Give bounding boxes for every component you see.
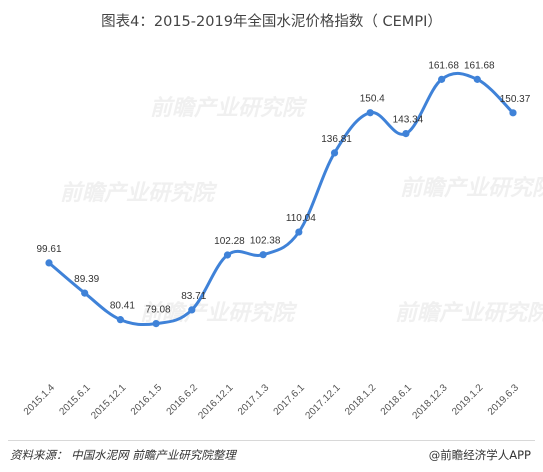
footer-divider (8, 440, 535, 441)
data-point (81, 289, 89, 297)
x-tick-label: 2018.12.3 (410, 382, 450, 422)
data-point (509, 109, 517, 117)
data-label: 99.61 (36, 244, 61, 255)
data-point (188, 306, 196, 314)
data-label: 150.4 (360, 94, 385, 105)
brand-label: @前瞻经济学人APP (428, 448, 531, 462)
x-tick-label: 2017.12.1 (303, 382, 343, 422)
data-point (402, 130, 410, 138)
x-tick-label: 2016.12.1 (196, 382, 236, 422)
x-tick-label: 2017.6.1 (272, 382, 308, 418)
data-point (45, 259, 53, 267)
data-point (330, 149, 339, 157)
x-tick-label: 2015.6.1 (58, 382, 94, 418)
x-tick-label: 2017.1.3 (236, 382, 272, 418)
data-label: 89.39 (74, 274, 99, 285)
chart-title: 图表4：2015-2019年全国水泥价格指数（ CEMPI） (101, 14, 442, 30)
x-tick-label: 2016.6.2 (165, 382, 201, 418)
data-point (223, 251, 232, 259)
source-note: 资料来源： 中国水泥网 前瞻产业研究院整理 (10, 448, 236, 462)
data-label: 143.34 (393, 115, 424, 126)
data-label: 80.41 (110, 301, 135, 312)
data-point (473, 75, 481, 83)
x-tick-label: 2015.12.1 (89, 382, 129, 422)
data-label: 83.71 (181, 291, 206, 302)
data-label: 136.81 (321, 134, 352, 145)
data-point (438, 75, 446, 83)
line-chart: 99.61 2015.1.4 89.39 2015.6.1 80.41 2015.12.1… (22, 60, 531, 422)
x-tick-label: 2018.6.1 (379, 382, 415, 418)
data-label: 161.68 (464, 60, 495, 71)
data-label: 102.38 (250, 236, 281, 247)
data-label: 102.28 (214, 236, 245, 247)
x-tick-label: 2018.1.2 (343, 382, 379, 418)
data-label: 110.04 (286, 213, 316, 224)
data-label: 79.08 (146, 305, 171, 316)
data-point (152, 319, 160, 328)
x-tick-label: 2019.1.2 (450, 382, 486, 418)
data-point (295, 228, 303, 236)
x-tick-label: 2016.1.5 (129, 382, 165, 418)
x-tick-label: 2015.1.4 (22, 382, 58, 418)
data-point (366, 109, 374, 117)
data-point (259, 251, 267, 259)
data-label: 161.68 (428, 60, 459, 71)
series-line (47, 71, 515, 327)
x-tick-label: 2019.6.3 (486, 382, 522, 418)
data-label: 150.37 (500, 94, 531, 105)
data-point (116, 316, 124, 324)
